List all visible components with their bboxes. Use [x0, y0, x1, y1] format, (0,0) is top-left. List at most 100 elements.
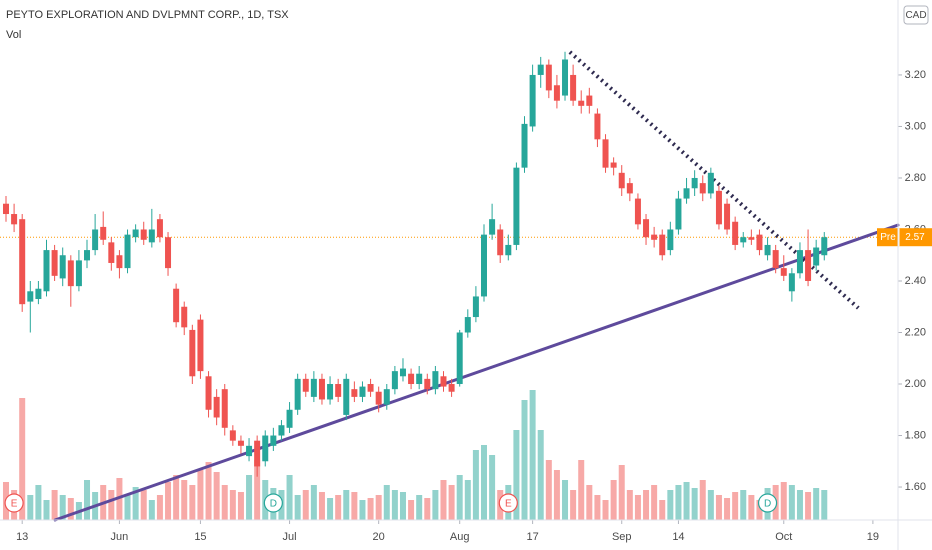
volume-bar: [132, 487, 139, 520]
candle-body: [399, 368, 406, 377]
event-marker: [4, 493, 24, 513]
x-tick-label: Sep: [612, 531, 632, 543]
candle-body: [545, 64, 552, 91]
x-tick-label: Jul: [283, 531, 297, 543]
candle-body: [772, 250, 779, 269]
volume-bar: [19, 398, 26, 520]
candle-body: [246, 445, 253, 457]
candle-body: [521, 123, 528, 168]
volume-bar: [124, 495, 131, 520]
candle-body: [408, 373, 415, 385]
candle-body: [796, 250, 803, 274]
volume-bar: [408, 500, 415, 520]
candle-body: [456, 332, 463, 385]
candle-body: [432, 371, 439, 390]
volume-bar: [399, 492, 406, 520]
candle-body: [562, 59, 569, 96]
candle-body: [578, 100, 585, 106]
candle-body: [618, 172, 625, 189]
volume-bar: [229, 490, 236, 520]
volume-bar: [189, 485, 196, 520]
volume-bar: [707, 490, 714, 520]
candle-body: [756, 234, 763, 251]
candle-body: [35, 288, 42, 300]
candle-body: [302, 378, 309, 392]
candle-body: [310, 378, 317, 397]
candle-body: [610, 162, 617, 168]
volume-bar: [594, 495, 601, 520]
candle-body: [805, 250, 812, 281]
candle-body: [237, 440, 244, 446]
candle-body: [270, 435, 277, 446]
volume-bar: [537, 430, 544, 520]
volume-bar: [796, 490, 803, 520]
currency[interactable]: CAD: [905, 10, 926, 21]
candle-body: [335, 384, 342, 397]
volume-bar: [335, 495, 342, 520]
volume-bar: [472, 450, 479, 520]
candle-body: [594, 113, 601, 140]
candle-body: [740, 237, 747, 243]
candle-body: [51, 250, 58, 276]
candle-body: [59, 255, 66, 279]
volume-bar: [448, 485, 455, 520]
volume-bar: [359, 500, 366, 520]
candle-body: [116, 255, 123, 269]
volume-label: Vol: [6, 29, 21, 41]
volume-bar: [715, 495, 722, 520]
candle-body: [707, 172, 714, 194]
candle-body: [221, 389, 228, 428]
candle-body: [84, 250, 91, 261]
candle-body: [748, 237, 755, 240]
candle-body: [626, 183, 633, 194]
trendline: [568, 50, 860, 310]
volume-bar: [805, 492, 812, 520]
candle-body: [537, 64, 544, 75]
volume-bar: [156, 495, 163, 520]
candle-body: [529, 74, 536, 127]
candle-body: [278, 425, 285, 436]
candle-body: [2, 203, 9, 215]
candle-body: [732, 221, 739, 245]
candle-layer: [2, 51, 828, 477]
event-marker: [757, 493, 778, 513]
volume-bar: [67, 498, 74, 520]
candle-body: [375, 391, 382, 405]
currency-box[interactable]: [903, 5, 929, 25]
volume-bar: [626, 490, 633, 520]
volume-bar: [545, 460, 552, 520]
candle-body: [262, 435, 269, 462]
event-marker: [498, 493, 518, 513]
volume-bar: [529, 390, 536, 520]
volume-bar: [578, 460, 585, 520]
volume-bar: [643, 490, 650, 520]
volume-bar: [302, 490, 309, 520]
volume-bar: [740, 490, 747, 520]
candle-body: [19, 219, 26, 305]
candle-body: [165, 237, 172, 269]
volume-bar: [732, 492, 739, 520]
candle-body: [124, 234, 131, 269]
volume-bar: [35, 485, 42, 520]
volume-bar: [197, 470, 204, 520]
candle-body: [780, 268, 787, 276]
candle-body: [489, 219, 496, 235]
volume-bar: [367, 498, 374, 520]
volume-bar: [634, 495, 641, 520]
trendline: [53, 223, 900, 522]
volume-bar: [562, 480, 569, 520]
candle-body: [553, 85, 560, 101]
candle-body: [205, 376, 212, 410]
y-tick-label: 1.60: [905, 481, 926, 493]
volume-bar: [610, 480, 617, 520]
volume-bar: [618, 465, 625, 520]
x-tick-label: Aug: [450, 531, 470, 543]
volume-bar: [43, 500, 50, 520]
candle-body: [367, 384, 374, 392]
candle-body: [197, 319, 204, 372]
volume-bar: [667, 490, 674, 520]
volume-bar: [691, 488, 698, 520]
candle-body: [724, 203, 731, 230]
volume-bar: [432, 490, 439, 520]
